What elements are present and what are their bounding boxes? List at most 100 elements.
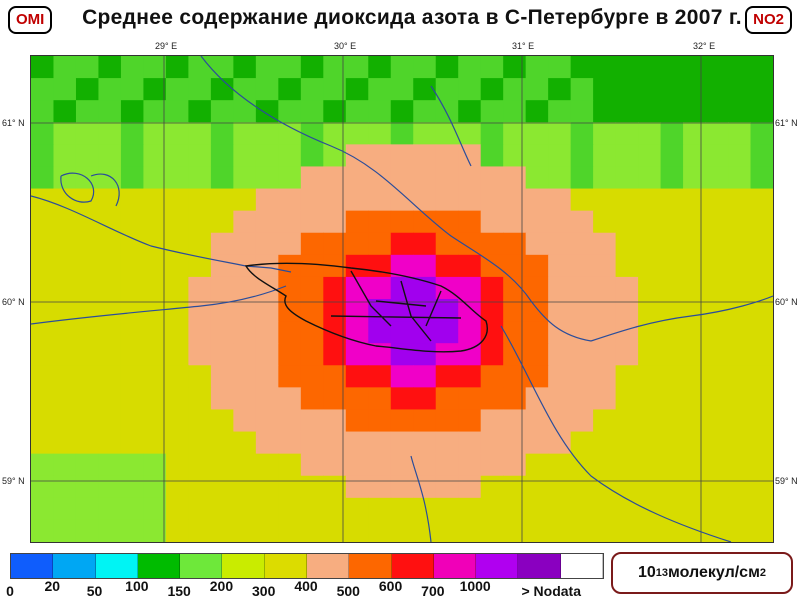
concentration-pixel <box>435 188 459 212</box>
concentration-pixel <box>368 497 392 521</box>
concentration-pixel <box>705 409 729 433</box>
concentration-pixel <box>413 475 437 499</box>
concentration-pixel <box>480 56 504 79</box>
concentration-pixel <box>255 321 279 344</box>
concentration-pixel <box>345 475 369 499</box>
concentration-pixel <box>525 232 549 256</box>
concentration-pixel <box>98 343 122 366</box>
concentration-pixel <box>750 100 773 123</box>
concentration-pixel <box>233 475 257 499</box>
concentration-pixel <box>120 188 144 212</box>
concentration-pixel <box>503 122 527 145</box>
concentration-pixel <box>570 254 594 278</box>
concentration-pixel <box>53 276 77 300</box>
concentration-pixel <box>323 431 347 455</box>
concentration-pixel <box>233 122 257 145</box>
color-scale-cell <box>518 554 561 578</box>
concentration-pixel <box>728 78 752 101</box>
concentration-pixel <box>750 56 773 79</box>
concentration-pixel <box>300 475 324 499</box>
concentration-pixel <box>683 78 707 101</box>
gas-badge: NO2 <box>745 6 792 34</box>
color-scale-cell <box>391 554 434 578</box>
concentration-pixel <box>31 431 54 455</box>
concentration-pixel <box>278 232 302 256</box>
concentration-pixel <box>683 276 707 300</box>
concentration-pixel <box>323 276 347 300</box>
concentration-pixel <box>143 210 167 234</box>
concentration-pixel <box>188 453 212 477</box>
concentration-pixel <box>368 56 392 79</box>
concentration-pixel <box>120 321 144 344</box>
concentration-pixel <box>548 210 572 234</box>
concentration-pixel <box>98 166 122 190</box>
concentration-pixel <box>278 78 302 101</box>
coastlines <box>31 56 773 542</box>
concentration-pixel <box>458 100 482 123</box>
concentration-pixel <box>323 122 347 145</box>
concentration-pixel <box>638 144 662 167</box>
concentration-pixel <box>300 497 324 521</box>
concentration-pixel <box>525 321 549 344</box>
concentration-pixel <box>300 166 324 190</box>
concentration-pixel <box>188 210 212 234</box>
concentration-pixel <box>210 122 234 145</box>
concentration-pixel <box>210 519 234 542</box>
concentration-pixel <box>278 166 302 190</box>
concentration-pixel <box>548 122 572 145</box>
color-scale-cell <box>433 554 477 578</box>
concentration-pixel <box>345 122 369 145</box>
concentration-pixel <box>278 122 302 145</box>
concentration-pixel <box>31 343 54 366</box>
concentration-pixel <box>615 431 639 455</box>
concentration-pixel <box>390 453 414 477</box>
concentration-pixel <box>615 144 639 167</box>
concentration-pixel <box>368 166 392 190</box>
concentration-pixel <box>638 365 662 388</box>
concentration-pixel <box>390 519 414 542</box>
concentration-pixel <box>390 254 414 278</box>
concentration-pixel <box>750 519 773 542</box>
concentration-pixel <box>120 56 144 79</box>
concentration-pixel <box>143 56 167 79</box>
concentration-pixel <box>165 232 189 256</box>
concentration-pixel <box>188 254 212 278</box>
concentration-pixel <box>233 343 257 366</box>
concentration-pixel <box>570 210 594 234</box>
concentration-pixel <box>593 431 617 455</box>
concentration-pixel <box>300 78 324 101</box>
concentration-pixel <box>750 409 773 433</box>
concentration-pixel <box>548 321 572 344</box>
concentration-pixel <box>323 232 347 256</box>
concentration-pixel <box>31 56 54 79</box>
concentration-pixel <box>458 276 482 300</box>
concentration-pixel <box>31 254 54 278</box>
concentration-pixel <box>593 453 617 477</box>
concentration-pixel <box>300 254 324 278</box>
concentration-pixel <box>615 343 639 366</box>
concentration-pixel <box>435 78 459 101</box>
concentration-pixel <box>53 343 77 366</box>
concentration-pixel <box>255 519 279 542</box>
concentration-pixel <box>683 453 707 477</box>
color-scale-tick: 50 <box>86 583 103 599</box>
color-scale-tick: 600 <box>378 578 403 594</box>
concentration-pixel <box>503 166 527 190</box>
concentration-pixel <box>413 232 437 256</box>
concentration-pixel <box>255 276 279 300</box>
concentration-pixel <box>233 232 257 256</box>
concentration-pixel <box>638 276 662 300</box>
concentration-pixel <box>638 343 662 366</box>
concentration-pixel <box>368 475 392 499</box>
concentration-pixel <box>98 100 122 123</box>
color-scale-cell <box>180 554 223 578</box>
concentration-pixel <box>300 387 324 410</box>
concentration-pixel <box>705 210 729 234</box>
concentration-pixel <box>53 497 77 521</box>
concentration-pixel <box>188 232 212 256</box>
concentration-pixel <box>548 100 572 123</box>
concentration-pixel <box>390 78 414 101</box>
concentration-pixel <box>75 343 99 366</box>
concentration-pixel <box>210 188 234 212</box>
concentration-pixel <box>345 387 369 410</box>
